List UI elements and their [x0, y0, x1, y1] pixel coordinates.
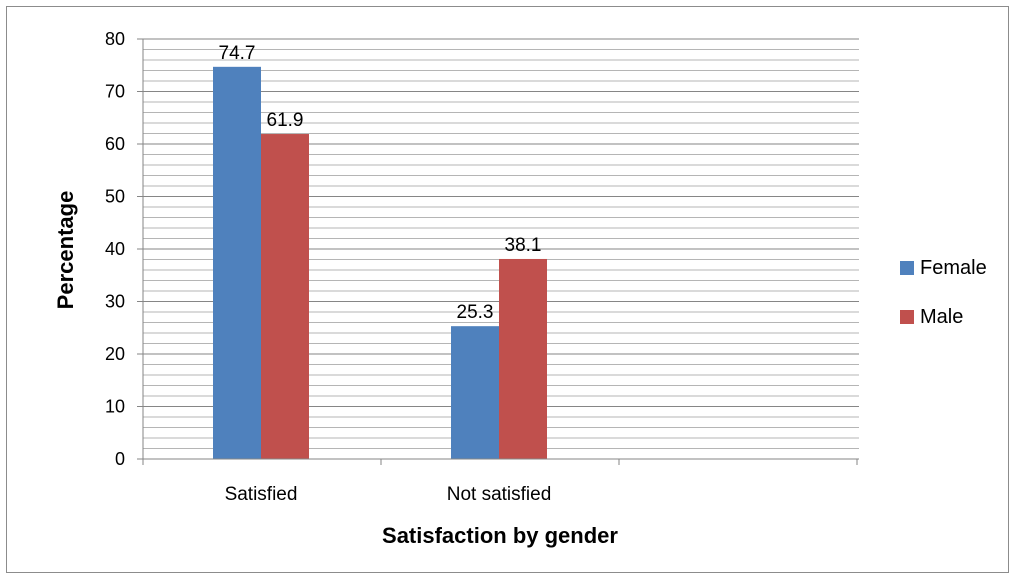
- y-tick-label: 60: [105, 134, 125, 154]
- y-tick-label: 30: [105, 292, 125, 312]
- data-label: 74.7: [219, 43, 256, 64]
- y-tick-label: 20: [105, 344, 125, 364]
- axes: [137, 38, 859, 465]
- legend-label-male: Male: [920, 306, 963, 328]
- legend: Female Male: [900, 257, 987, 328]
- y-tick-label: 50: [105, 187, 125, 207]
- x-category-labels: Satisfied Not satisfied: [225, 484, 552, 505]
- bar-male-not-satisfied: [499, 258, 547, 459]
- x-axis-title: Satisfaction by gender: [382, 523, 618, 548]
- y-tick-label: 0: [115, 449, 125, 469]
- y-axis-title: Percentage: [53, 191, 78, 310]
- data-label: 38.1: [505, 235, 542, 256]
- legend-swatch-female: [900, 261, 914, 275]
- bar-female-not-satisfied: [451, 326, 499, 459]
- y-tick-label: 10: [105, 397, 125, 417]
- y-tick-labels: 0 10 20 30 40 50 60 70 80: [105, 29, 125, 469]
- data-labels: 74.7 61.9 25.3 38.1: [219, 43, 542, 323]
- legend-swatch-male: [900, 310, 914, 324]
- y-tick-label: 40: [105, 239, 125, 259]
- bars: [213, 66, 547, 459]
- legend-label-female: Female: [920, 257, 987, 279]
- y-tick-label: 70: [105, 82, 125, 102]
- bar-male-satisfied: [261, 134, 309, 459]
- x-category-label: Not satisfied: [447, 484, 552, 505]
- data-label: 61.9: [267, 110, 304, 131]
- bar-female-satisfied: [213, 66, 261, 459]
- x-category-label: Satisfied: [225, 484, 298, 505]
- data-label: 25.3: [457, 302, 494, 323]
- y-tick-label: 80: [105, 29, 125, 49]
